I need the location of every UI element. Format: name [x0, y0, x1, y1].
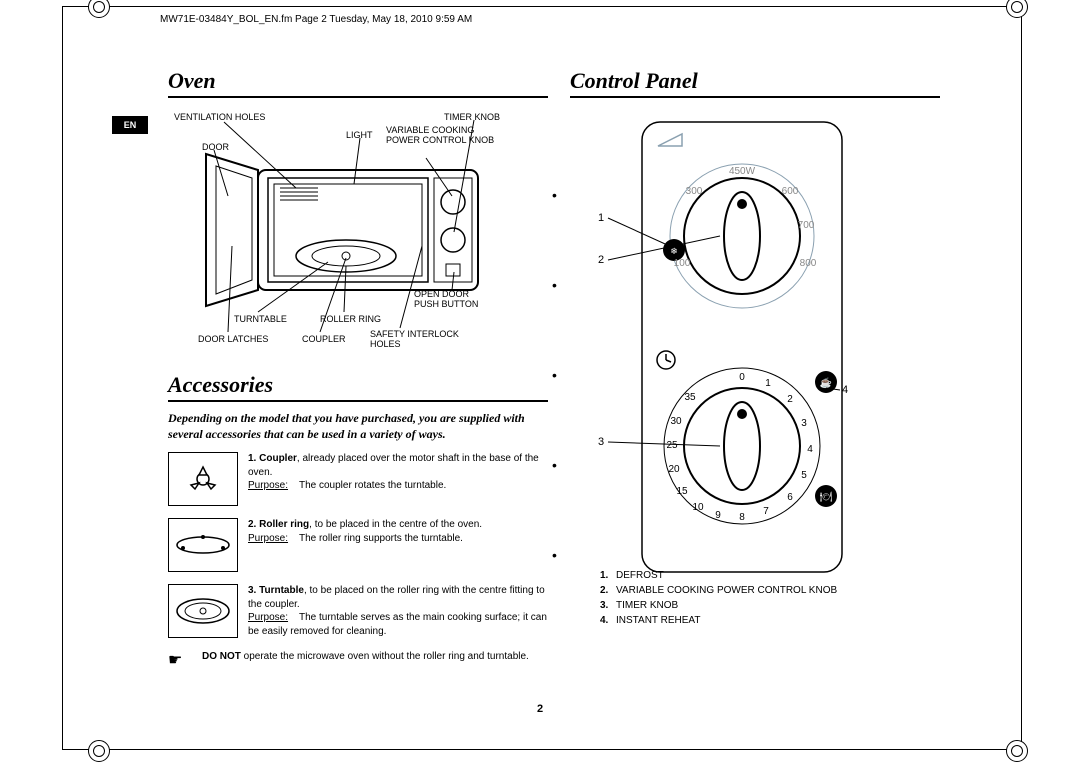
- svg-text:6: 6: [787, 492, 793, 503]
- section-title-accessories: Accessories: [168, 372, 548, 402]
- page-number: 2: [0, 703, 1080, 715]
- control-panel-legend: 1.DEFROST 2.VARIABLE COOKING POWER CONTR…: [600, 568, 837, 628]
- purpose-text: The coupler rotates the turntable.: [299, 480, 446, 491]
- svg-text:20: 20: [668, 464, 680, 475]
- purpose-text: The roller ring supports the turntable.: [299, 533, 463, 544]
- item-name: Coupler: [259, 453, 297, 464]
- svg-text:3: 3: [801, 418, 807, 429]
- item-number: 2.: [248, 519, 256, 530]
- legend-text: INSTANT REHEAT: [616, 615, 700, 626]
- accessories-section: Accessories Depending on the model that …: [168, 372, 548, 672]
- legend-num: 3.: [600, 598, 616, 613]
- legend-num: 2.: [600, 583, 616, 598]
- page-header: MW71E-03484Y_BOL_EN.fm Page 2 Tuesday, M…: [160, 14, 472, 25]
- control-panel-section: Control Panel 1 2 3 4 ❄ 100 300 450W: [570, 68, 940, 586]
- callout-1: 1: [598, 212, 604, 224]
- legend-text: TIMER KNOB: [616, 600, 678, 611]
- callout-2: 2: [598, 254, 604, 266]
- crop-corner-icon: [1006, 0, 1028, 18]
- svg-text:1: 1: [765, 378, 771, 389]
- svg-text:450W: 450W: [729, 166, 756, 177]
- language-badge: EN: [112, 116, 148, 134]
- item-number: 1.: [248, 453, 256, 464]
- svg-text:7: 7: [763, 506, 769, 517]
- column-separator-icon: •••••: [552, 150, 557, 600]
- item-name: Roller ring: [259, 519, 309, 530]
- oven-diagram: VENTILATION HOLES DOOR LIGHT TIMER KNOB …: [168, 106, 548, 366]
- svg-text:4: 4: [807, 444, 813, 455]
- legend-text: VARIABLE COOKING POWER CONTROL KNOB: [616, 585, 837, 596]
- svg-text:🍽: 🍽: [820, 491, 833, 503]
- accessory-row: 2. Roller ring, to be placed in the cent…: [168, 518, 548, 572]
- legend-num: 1.: [600, 568, 616, 583]
- svg-text:100: 100: [674, 258, 691, 269]
- accessory-row: 3. Turntable, to be placed on the roller…: [168, 584, 548, 638]
- callout-3: 3: [598, 436, 604, 448]
- purpose-label: Purpose:: [248, 533, 288, 544]
- svg-text:0: 0: [739, 372, 745, 383]
- legend-num: 4.: [600, 613, 616, 628]
- coupler-icon: [168, 452, 238, 506]
- svg-text:30: 30: [670, 416, 682, 427]
- warning-bold: DO NOT: [202, 651, 241, 662]
- purpose-label: Purpose:: [248, 612, 288, 623]
- svg-text:25: 25: [666, 440, 678, 451]
- oven-section: Oven VENTILATION HOLES DOOR LIGHT TIMER …: [168, 68, 548, 366]
- svg-text:800: 800: [800, 258, 817, 269]
- svg-text:☕: ☕: [820, 376, 832, 389]
- svg-text:2: 2: [787, 394, 793, 405]
- svg-text:10: 10: [692, 502, 704, 513]
- purpose-text: The turntable serves as the main cooking…: [248, 612, 547, 637]
- legend-text: DEFROST: [616, 570, 664, 581]
- svg-text:5: 5: [801, 470, 807, 481]
- callout-4: 4: [842, 384, 848, 396]
- svg-text:300: 300: [686, 186, 703, 197]
- section-title-oven: Oven: [168, 68, 548, 98]
- svg-text:35: 35: [684, 392, 696, 403]
- control-panel-diagram: 1 2 3 4 ❄ 100 300 450W 600 7: [570, 106, 940, 586]
- svg-text:8: 8: [739, 512, 745, 523]
- pointing-hand-icon: ☛: [168, 650, 192, 672]
- accessory-row: 1. Coupler, already placed over the moto…: [168, 452, 548, 506]
- item-desc: , to be placed in the centre of the oven…: [309, 519, 482, 530]
- crop-corner-icon: [88, 740, 110, 762]
- svg-text:9: 9: [715, 510, 721, 521]
- warning-row: ☛ DO NOT operate the microwave oven with…: [168, 650, 548, 672]
- roller-ring-icon: [168, 518, 238, 572]
- warning-text: operate the microwave oven without the r…: [241, 651, 529, 662]
- control-panel-svg: ❄ 100 300 450W 600 700 800: [570, 106, 940, 586]
- svg-text:15: 15: [676, 486, 688, 497]
- oven-svg: [168, 106, 548, 366]
- svg-text:700: 700: [798, 220, 815, 231]
- turntable-icon: [168, 584, 238, 638]
- section-title-control-panel: Control Panel: [570, 68, 940, 98]
- item-name: Turntable: [259, 585, 304, 596]
- crop-corner-icon: [1006, 740, 1028, 762]
- item-number: 3.: [248, 585, 256, 596]
- svg-text:600: 600: [782, 186, 799, 197]
- purpose-label: Purpose:: [248, 480, 288, 491]
- accessories-intro: Depending on the model that you have pur…: [168, 410, 548, 442]
